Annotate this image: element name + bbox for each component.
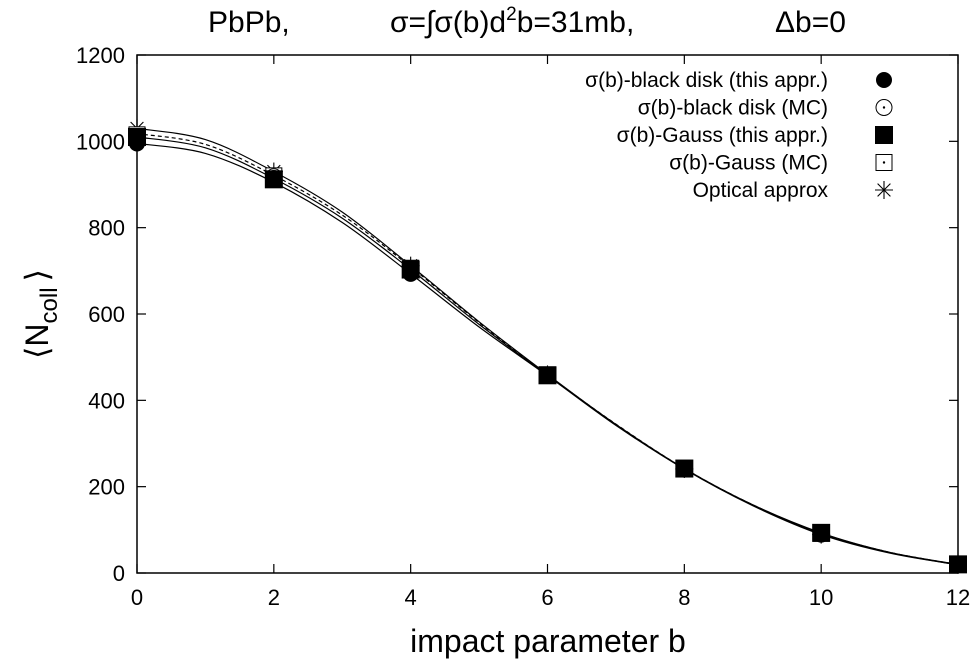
marker-shape	[538, 366, 557, 385]
legend-label: σ(b)-Gauss (this appr.)	[617, 124, 828, 147]
legend-marker	[875, 154, 893, 171]
x-tick-label: 12	[946, 585, 970, 610]
legend-marker	[876, 72, 892, 88]
chart-title-system: PbPb,	[208, 6, 290, 39]
y-tick-label: 800	[88, 216, 125, 241]
legend-marker	[875, 126, 893, 144]
data-point	[128, 128, 146, 147]
series-markers	[128, 119, 967, 574]
marker-dot	[882, 161, 886, 164]
y-tick-label: 400	[88, 388, 125, 413]
series-curves	[136, 127, 959, 566]
legend: σ(b)-black disk (this appr.) σ(b)-black d…	[585, 69, 893, 202]
plot-frame	[136, 54, 959, 574]
marker-shape	[876, 72, 892, 88]
marker-stroke	[877, 183, 891, 197]
series-curve	[136, 142, 959, 566]
marker-shape	[812, 523, 831, 542]
data-point	[949, 555, 967, 574]
x-axis-title: impact parameter b	[410, 623, 686, 659]
marker-shape	[128, 128, 146, 147]
y-axis-title: ⟨Ncoll ⟩	[19, 269, 63, 359]
data-point	[675, 459, 694, 478]
y-axis-title-close: ⟩	[19, 269, 55, 281]
legend-marker	[875, 181, 893, 199]
legend-label: σ(b)-Gauss (MC)	[669, 152, 828, 175]
x-tick-label: 8	[678, 585, 690, 610]
chart-title-sigma-sup: 2	[506, 4, 517, 25]
x-tick-label: 6	[541, 585, 553, 610]
marker-shape	[264, 170, 283, 189]
marker-shape	[401, 260, 420, 279]
series-curve	[136, 133, 959, 565]
legend-label: Optical approx	[693, 179, 829, 202]
y-axis-title-open: ⟨N	[19, 323, 55, 359]
marker-shape	[949, 555, 967, 574]
x-tick-label: 10	[809, 585, 833, 610]
legend-label: σ(b)-black disk (this appr.)	[585, 69, 828, 92]
data-point	[812, 523, 831, 542]
y-tick-label: 1000	[76, 129, 125, 154]
data-point	[401, 260, 420, 279]
x-tick-label: 0	[131, 585, 143, 610]
data-point	[264, 170, 283, 189]
data-point	[538, 366, 557, 385]
x-tick-label: 4	[405, 585, 417, 610]
y-tick-label: 200	[88, 475, 125, 500]
y-axis-title-sub: coll	[36, 287, 63, 323]
axis-ticks: 0 2 4 6 8 10 12 0 200 400 600 800 1000 1200	[76, 43, 970, 610]
series-curve	[136, 127, 959, 566]
legend-label: σ(b)-black disk (MC)	[638, 97, 828, 120]
marker-dot	[882, 106, 886, 109]
y-tick-label: 1200	[76, 43, 125, 68]
series-curve	[136, 136, 959, 565]
chart-title-delta: Δb=0	[775, 6, 846, 39]
y-tick-label: 0	[113, 561, 125, 586]
y-tick-label: 600	[88, 302, 125, 327]
chart-title-sigma-prefix: σ=∫σ(b)d	[390, 6, 506, 39]
chart-title-sigma: σ=∫σ(b)d2b=31mb,	[390, 4, 634, 39]
legend-marker	[875, 99, 893, 116]
marker-shape	[675, 459, 694, 478]
chart-title-sigma-suffix: b=31mb,	[517, 6, 635, 39]
x-tick-label: 2	[268, 585, 280, 610]
marker-shape	[875, 126, 893, 144]
